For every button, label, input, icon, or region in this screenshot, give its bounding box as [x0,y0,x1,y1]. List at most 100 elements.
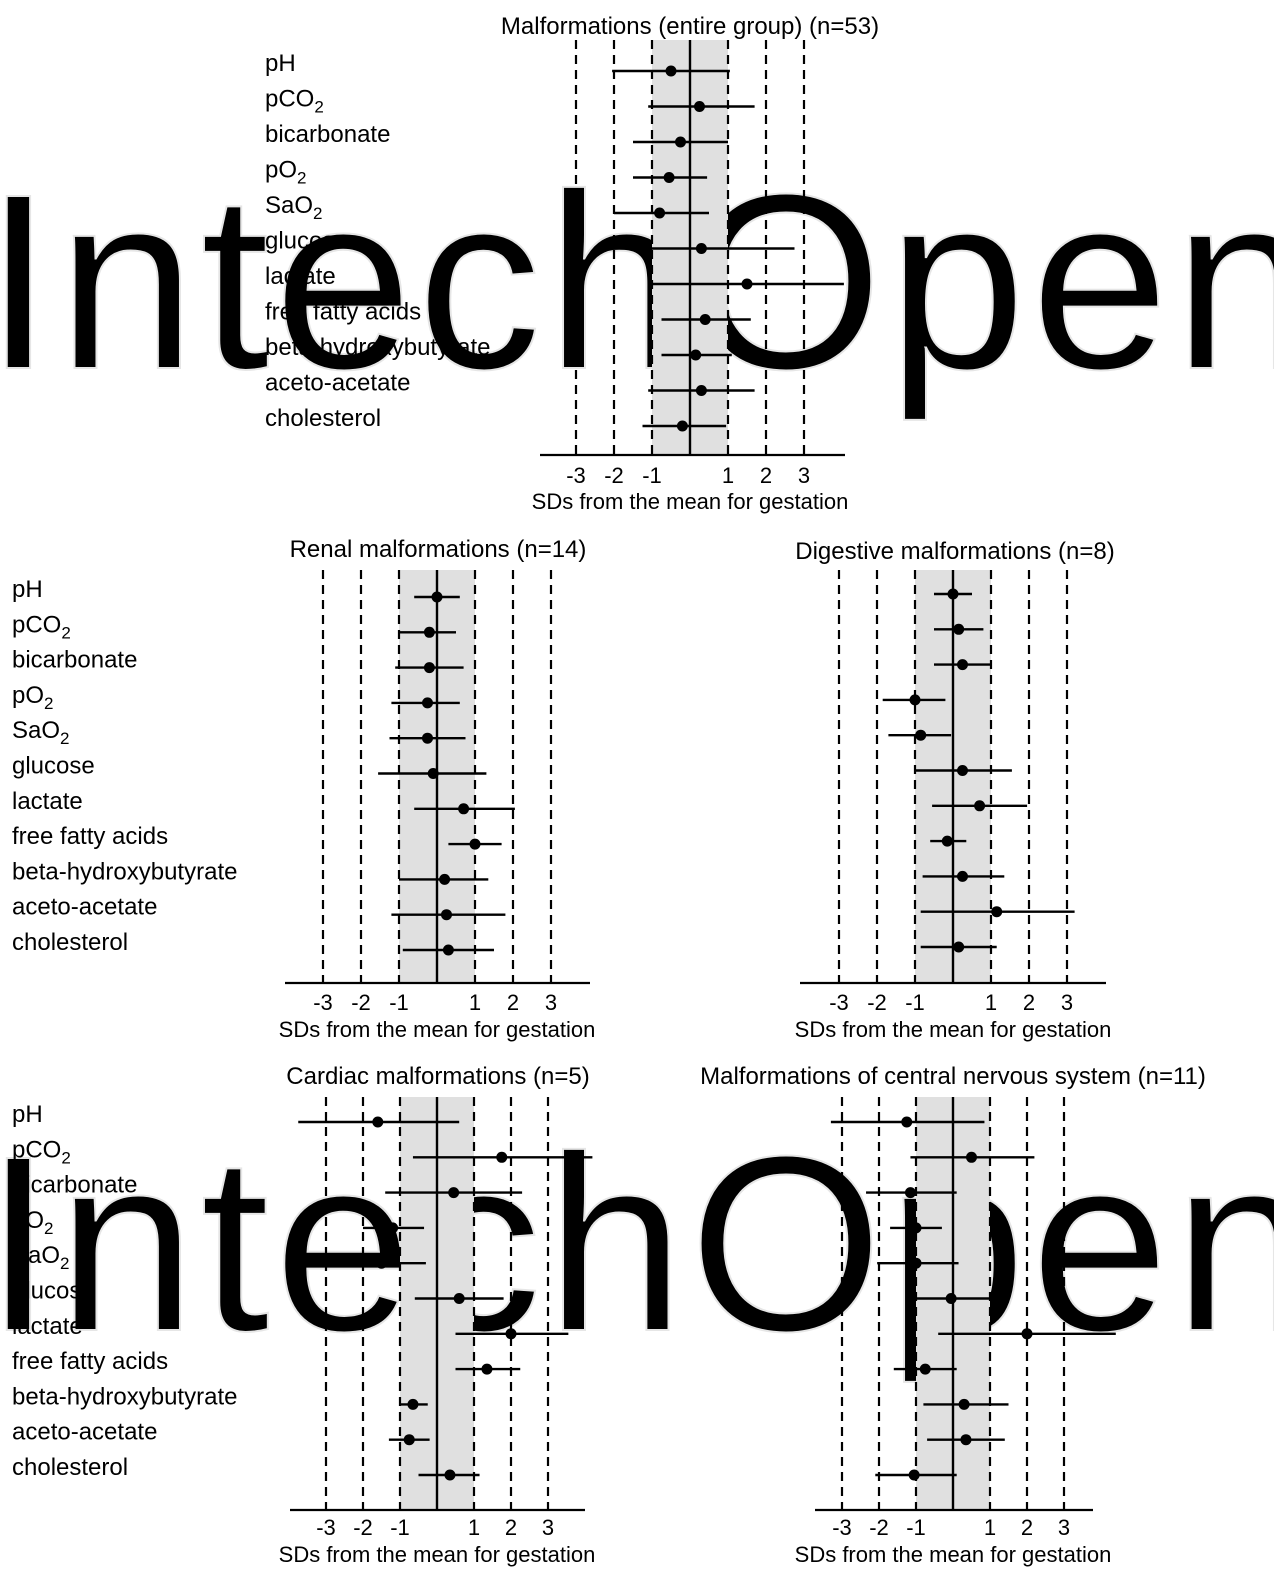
row-label: glucose [265,228,348,255]
row-label: pO2 [12,1207,53,1238]
x-tick-label: -3 [316,1515,336,1540]
x-tick-label: 2 [507,990,519,1015]
x-tick-label: -1 [389,990,409,1015]
row-label: cholesterol [12,1454,128,1481]
row-label: lactate [12,1313,83,1340]
mean-point [901,1116,913,1128]
x-tick-label: -3 [829,990,849,1015]
x-tick-label: -2 [869,1515,889,1540]
x-tick-label: -1 [905,990,925,1015]
x-tick-label: 2 [1021,1515,1033,1540]
mean-point [741,278,753,290]
mean-point [910,1257,922,1269]
mean-point [444,1469,456,1481]
x-axis-label: SDs from the mean for gestation [279,1542,596,1567]
x-tick-label: -2 [351,990,371,1015]
mean-point [699,314,711,325]
row-label: lactate [12,788,83,815]
x-tick-label: 2 [505,1515,517,1540]
row-label: beta-hydroxybutyrate [12,858,237,885]
mean-point [694,101,705,112]
row-label: pCO2 [265,86,324,117]
mean-point [663,172,675,183]
mean-point [953,623,965,635]
mean-point [941,835,953,847]
row-label: glucose [12,1278,95,1305]
x-tick-label: -3 [566,463,586,488]
chart-title: Cardiac malformations (n=5) [286,1063,589,1090]
x-tick-label: 1 [469,990,481,1015]
mean-point [372,1116,384,1128]
row-label: free fatty acids [12,1348,168,1375]
x-tick-label: 1 [984,1515,996,1540]
chart-title: Malformations of central nervous system … [700,1063,1206,1090]
watermark-text: IntechOpen [0,142,1274,421]
mean-point [505,1328,517,1340]
mean-point [422,697,433,709]
x-axis-label: SDs from the mean for gestation [279,1017,596,1042]
row-label: pCO2 [12,1136,71,1167]
mean-point [496,1151,508,1163]
x-tick-label: -1 [642,463,662,488]
chart-title: Digestive malformations (n=8) [795,538,1114,565]
mean-point [695,385,707,396]
watermark-text: IntechOpen [0,1104,1274,1383]
mean-point [453,1293,465,1304]
watermark-layer: IntechOpen IntechOpen [0,141,1274,1384]
mean-point [957,870,968,882]
mean-point [991,906,1003,918]
mean-point [376,1257,387,1269]
x-axis-label: SDs from the mean for gestation [532,489,849,514]
x-tick-label: 1 [985,990,997,1015]
x-tick-label: -2 [604,463,624,488]
mean-point [1021,1328,1033,1340]
x-tick-label: 3 [542,1515,554,1540]
mean-point [960,1434,972,1446]
row-label: beta-hydroxybutyrate [12,1383,237,1410]
row-label: glucose [12,753,95,780]
row-label: aceto-acetate [12,894,157,921]
mean-point [481,1363,493,1375]
mean-point [427,768,439,779]
x-tick-label: -3 [313,990,333,1015]
mean-point [423,662,435,674]
mean-point [915,729,927,741]
row-label: beta-hydroxybutyrate [265,334,490,361]
mean-point [439,873,451,885]
mean-point [947,588,959,600]
row-label: bicarbonate [12,1172,137,1199]
mean-point [695,243,707,254]
x-tick-label: 3 [798,463,810,488]
row-label: SaO2 [12,717,70,748]
x-tick-label: -2 [353,1515,373,1540]
chart-title: Malformations (entire group) (n=53) [501,13,879,40]
row-label: bicarbonate [12,647,137,674]
row-label: aceto-acetate [12,1419,157,1446]
row-label: pH [12,576,43,603]
mean-point [458,803,470,815]
x-axis-label: SDs from the mean for gestation [795,1017,1112,1042]
x-tick-label: 3 [1058,1515,1070,1540]
mean-point [945,1293,957,1304]
mean-point [403,1434,415,1446]
mean-point [966,1151,977,1163]
x-tick-label: -1 [390,1515,410,1540]
mean-point [676,420,688,432]
x-tick-label: -1 [906,1515,926,1540]
mean-point [423,626,435,638]
row-label: SaO2 [12,1242,70,1273]
mean-point [904,1187,916,1199]
row-label: pO2 [265,157,306,188]
mean-point [441,909,452,921]
x-tick-label: 1 [468,1515,480,1540]
x-tick-label: 2 [1023,990,1035,1015]
mean-point [919,1363,931,1375]
mean-point [908,1469,920,1481]
